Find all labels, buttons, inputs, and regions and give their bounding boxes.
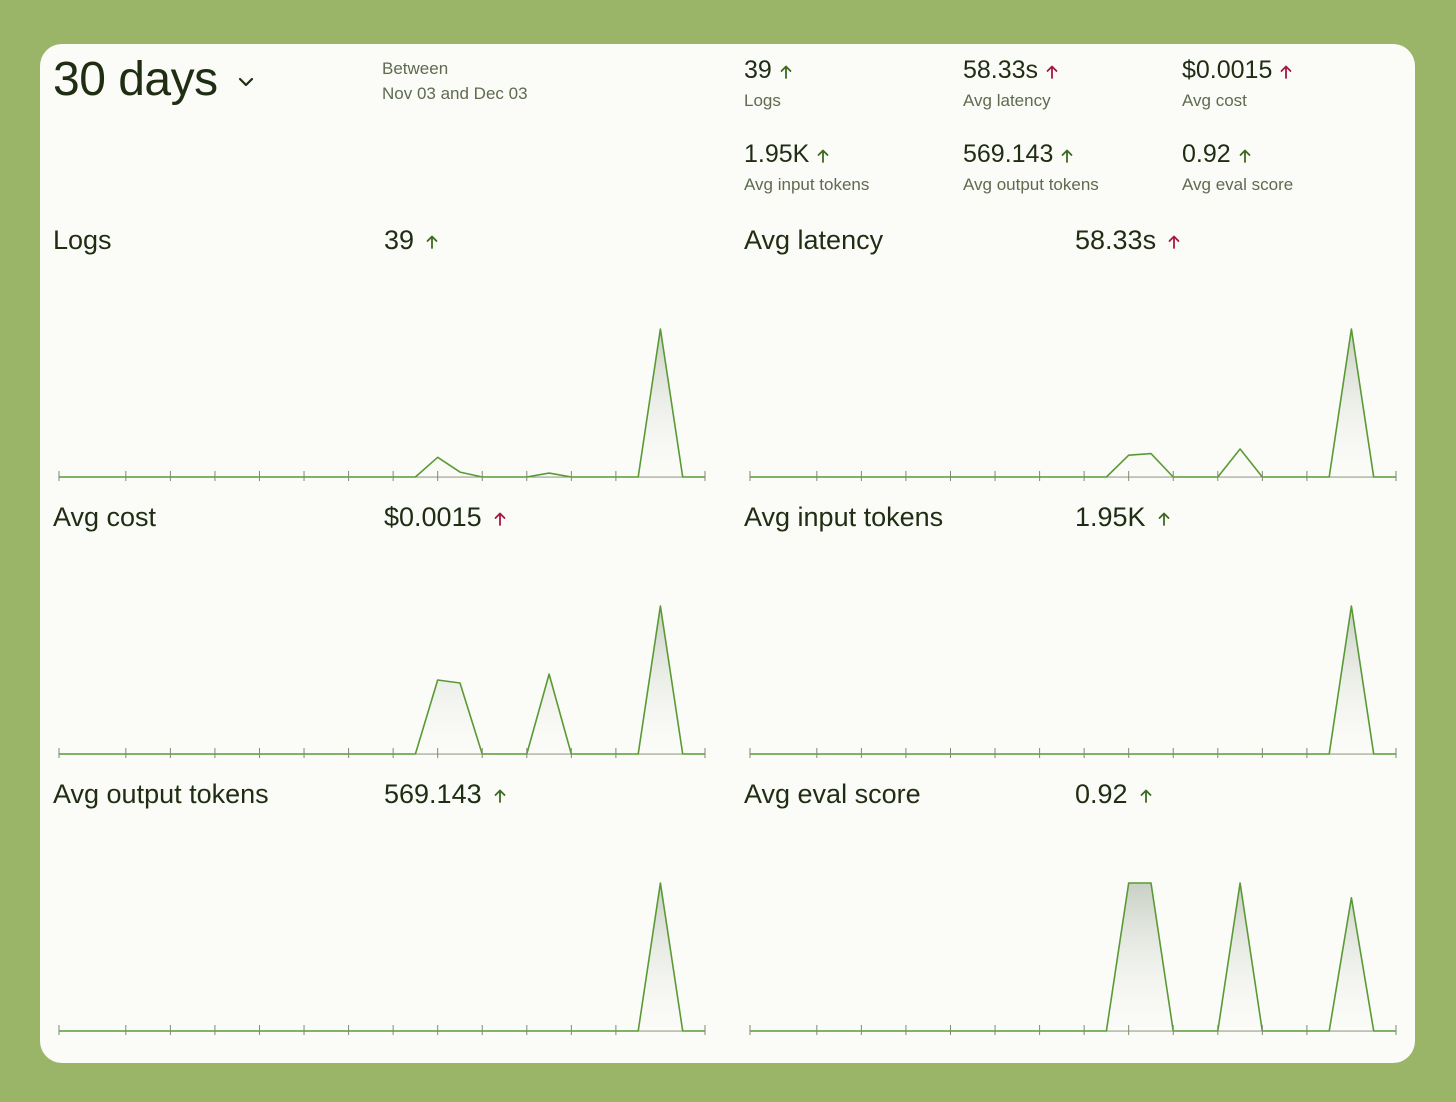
chart-summary-value: 1.95K (1075, 502, 1146, 532)
chart-title: Avg output tokens (53, 779, 269, 809)
chart-area-avg-latency: 11/0411/0711/0911/1111/1311/1511/1711/19… (749, 328, 1397, 481)
stat-avg-cost: $0.0015 Avg cost (1182, 56, 1292, 111)
chart-summary: 39 (384, 225, 438, 256)
chart-title: Avg eval score (744, 779, 921, 809)
stat-label: Avg latency (963, 91, 1051, 110)
series-area (59, 883, 705, 1031)
chart-title: Avg latency (744, 225, 884, 255)
series-area (59, 606, 705, 754)
arrow-up-icon (817, 149, 829, 163)
stat-value: $0.0015 (1182, 56, 1273, 84)
series-area (59, 329, 705, 477)
stat-avg-input-tokens: 1.95K Avg input tokens (744, 140, 869, 195)
stat-label: Avg cost (1182, 91, 1247, 110)
arrow-up-icon (494, 789, 506, 803)
stat-avg-output-tokens: 569.143 Avg output tokens (963, 140, 1099, 195)
series-area (750, 329, 1396, 477)
arrow-up-icon (426, 235, 438, 249)
stat-label: Logs (744, 91, 781, 110)
stat-logs: 39 Logs (744, 56, 792, 111)
series-area (750, 606, 1396, 754)
series-line (59, 328, 705, 478)
chart-area-logs: 11/0411/0711/0911/1111/1311/1511/1711/19… (58, 328, 706, 481)
chart-summary-value: 0.92 (1075, 779, 1128, 809)
chart-area-avg-input-tokens: 11/0411/0711/0911/1111/1311/1511/1711/19… (749, 605, 1397, 758)
stat-label: Avg input tokens (744, 175, 870, 194)
stat-value: 39 (744, 56, 772, 84)
series-line (750, 328, 1396, 478)
arrow-up-icon (1158, 512, 1169, 526)
chart-summary: 569.143 (384, 779, 506, 810)
series-line (750, 605, 1396, 755)
arrow-up-icon (494, 512, 506, 526)
arrow-up-icon (1168, 235, 1180, 249)
stat-value: 569.143 (963, 140, 1054, 168)
chart-area-avg-eval-score: 11/0411/0711/0911/1111/1311/1511/1711/19… (749, 882, 1397, 1035)
chart-title: Logs (53, 225, 112, 255)
between-label: Between (382, 59, 449, 78)
chart-summary: 58.33s (1075, 225, 1180, 256)
chart-panel-logs: Logs 39 11/0411/0711/0911/1111/1311/1511… (53, 225, 713, 485)
arrow-up-icon (1140, 789, 1151, 803)
chart-panel-avg-output-tokens: Avg output tokens 569.143 11/0411/0711/0… (53, 779, 713, 1039)
time-range-selector[interactable]: 30 days (53, 52, 254, 107)
date-range-info: Between Nov 03 and Dec 03 (382, 56, 528, 106)
chart-panel-avg-eval-score: Avg eval score 0.92 11/0411/0711/0911/11… (744, 779, 1404, 1039)
chart-summary-value: 58.33s (1075, 225, 1157, 255)
dashboard-card: 30 days Between Nov 03 and Dec 03 39 Log… (40, 44, 1415, 1063)
stat-value: 1.95K (744, 140, 810, 168)
stat-value: 58.33s (963, 56, 1039, 84)
chart-summary: $0.0015 (384, 502, 506, 533)
chart-area-avg-cost: 11/0411/0711/0911/1111/1311/1511/1711/19… (58, 605, 706, 758)
stat-label: Avg eval score (1182, 175, 1294, 194)
series-line (59, 882, 705, 1032)
arrow-up-icon (1239, 149, 1251, 163)
stat-label: Avg output tokens (963, 175, 1099, 194)
series-line (750, 882, 1396, 1032)
chart-title: Avg input tokens (744, 502, 944, 532)
date-range-text: Nov 03 and Dec 03 (382, 84, 528, 103)
chart-area-avg-output-tokens: 11/0411/0711/0911/1111/1311/1511/1711/19… (58, 882, 706, 1035)
arrow-up-icon (780, 65, 792, 79)
chart-panel-avg-input-tokens: Avg input tokens 1.95K 11/0411/0711/0911… (744, 502, 1404, 762)
stat-avg-latency: 58.33s Avg latency (963, 56, 1058, 111)
chevron-down-icon (238, 77, 253, 86)
chart-summary: 1.95K (1075, 502, 1170, 533)
series-area (750, 883, 1396, 1031)
chart-summary: 0.92 (1075, 779, 1152, 810)
series-line (59, 605, 705, 755)
chart-panel-avg-cost: Avg cost $0.0015 11/0411/0711/0911/1111/… (53, 502, 713, 762)
chart-panel-avg-latency: Avg latency 58.33s 11/0411/0711/0911/111… (744, 225, 1404, 485)
arrow-up-icon (1061, 149, 1073, 163)
chart-title: Avg cost (53, 502, 157, 532)
arrow-up-icon (1280, 65, 1292, 79)
chart-summary-value: 39 (384, 225, 415, 255)
stat-value: 0.92 (1182, 140, 1231, 168)
time-range-label: 30 days (53, 53, 218, 106)
stat-avg-eval-score: 0.92 Avg eval score (1182, 140, 1293, 195)
chart-summary-value: 569.143 (384, 779, 482, 809)
chart-summary-value: $0.0015 (384, 502, 482, 532)
arrow-up-icon (1046, 65, 1058, 79)
